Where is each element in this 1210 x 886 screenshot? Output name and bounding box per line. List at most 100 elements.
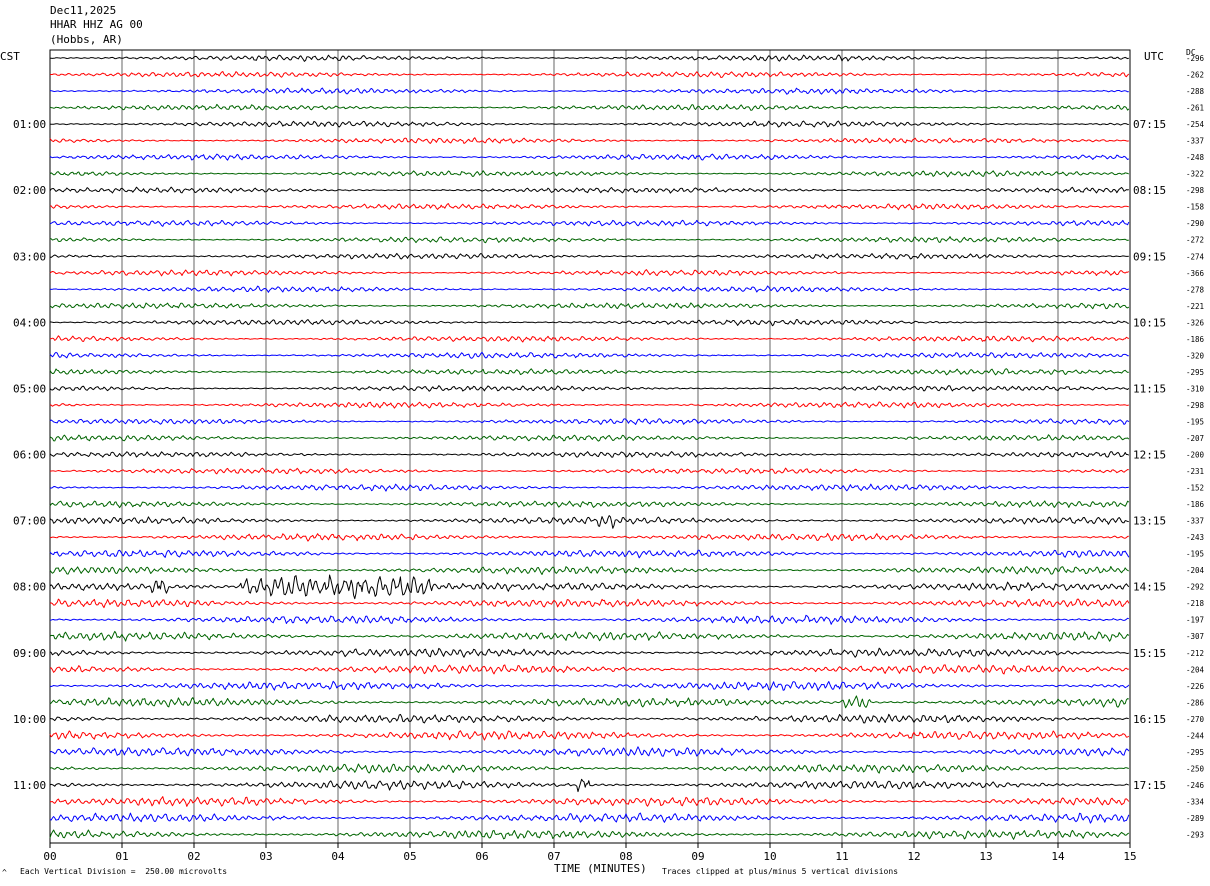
- x-tick-label: 14: [1051, 850, 1065, 863]
- dc-offset-label: -248: [1186, 153, 1205, 162]
- dc-offset-label: -298: [1186, 186, 1205, 195]
- x-tick-label: 02: [187, 850, 200, 863]
- x-tick-label: 05: [403, 850, 416, 863]
- seismic-trace: [49, 269, 1130, 277]
- seismic-trace: [49, 219, 1130, 227]
- seismic-trace: [49, 335, 1130, 343]
- utc-hour-label: 07:15: [1133, 118, 1166, 131]
- x-tick-label: 13: [979, 850, 992, 863]
- seismic-trace: [49, 71, 1130, 78]
- cst-hour-label: 05:00: [13, 382, 46, 395]
- seismic-trace: [49, 812, 1130, 824]
- seismic-trace: [49, 351, 1129, 359]
- dc-offset-label: -204: [1186, 665, 1205, 674]
- dc-offset-label: -366: [1186, 269, 1205, 278]
- dc-offset-label: -270: [1186, 715, 1205, 724]
- chart-location: (Hobbs, AR): [50, 33, 123, 46]
- dc-offset-label: -218: [1186, 599, 1205, 608]
- seismic-trace: [49, 170, 1129, 178]
- chart-date: Dec11,2025: [50, 4, 117, 17]
- dc-offset-label: -204: [1186, 566, 1205, 575]
- seismic-trace: [49, 680, 1130, 691]
- seismic-trace: [49, 778, 1129, 793]
- dc-offset-label: -246: [1186, 781, 1205, 790]
- utc-hour-label: 15:15: [1133, 647, 1166, 660]
- dc-offset-label: -231: [1186, 467, 1204, 476]
- dc-offset-label: -334: [1186, 797, 1205, 806]
- dc-offset-label: -243: [1186, 533, 1204, 542]
- seismic-trace: [49, 54, 1129, 62]
- cst-hour-label: 06:00: [13, 449, 46, 462]
- dc-offset-label: -197: [1186, 616, 1204, 625]
- seismic-trace: [49, 829, 1130, 840]
- seismic-trace: [49, 252, 1129, 260]
- seismic-trace: [49, 385, 1130, 392]
- x-tick-label: 10: [763, 850, 776, 863]
- seismic-trace: [49, 120, 1129, 128]
- seismic-trace: [49, 664, 1129, 675]
- dc-column-label: DC: [1186, 48, 1196, 57]
- dc-offset-label: -152: [1186, 484, 1204, 493]
- seismic-trace: [49, 401, 1129, 409]
- seismic-trace: [49, 434, 1130, 442]
- dc-offset-label: -212: [1186, 649, 1204, 658]
- dc-offset-label: -186: [1186, 500, 1205, 509]
- x-axis-title: TIME (MINUTES): [554, 862, 647, 875]
- right-timezone-label: UTC: [1144, 50, 1164, 63]
- x-tick-label: 04: [331, 850, 345, 863]
- left-timezone-label: CST: [0, 50, 20, 63]
- dc-offset-label: -307: [1186, 632, 1204, 641]
- dc-offset-label: -310: [1186, 384, 1205, 393]
- x-tick-label: 06: [475, 850, 488, 863]
- seismic-trace: [49, 746, 1130, 757]
- dc-offset-label: -292: [1186, 583, 1204, 592]
- dc-offset-label: -293: [1186, 830, 1204, 839]
- seismic-trace: [49, 796, 1130, 807]
- dc-offset-label: -274: [1186, 252, 1205, 261]
- seismic-trace: [49, 713, 1129, 724]
- dc-offset-label: -278: [1186, 285, 1205, 294]
- seismic-trace: [49, 614, 1129, 625]
- dc-offset-label: -221: [1186, 302, 1204, 311]
- dc-offset-label: -262: [1186, 71, 1204, 80]
- seismic-trace: [49, 418, 1130, 426]
- utc-hour-label: 16:15: [1133, 713, 1166, 726]
- cst-hour-label: 01:00: [13, 118, 46, 131]
- dc-offset-label: -158: [1186, 203, 1205, 212]
- cst-hour-label: 11:00: [13, 779, 46, 792]
- dc-offset-label: -272: [1186, 236, 1204, 245]
- seismic-trace: [49, 574, 1130, 600]
- dc-offset-label: -296: [1186, 54, 1205, 63]
- plot-frame: [49, 49, 1131, 844]
- seismic-trace: [49, 763, 1129, 774]
- seismic-trace: [49, 319, 1129, 327]
- dc-offset-label: -337: [1186, 137, 1204, 146]
- dc-offset-label: -226: [1186, 682, 1205, 691]
- label-group: 00 01 02 03 04 05 06 07 08 09 10 11 12 13 14 15 -296 -262…: [13, 54, 1205, 863]
- x-tick-label: 07: [547, 850, 560, 863]
- seismic-trace: [49, 730, 1130, 741]
- dc-offset-label: -207: [1186, 434, 1204, 443]
- dc-offset-label: -295: [1186, 748, 1204, 757]
- x-tick-label: 12: [907, 850, 920, 863]
- cst-hour-label: 10:00: [13, 713, 46, 726]
- seismic-trace: [49, 203, 1129, 211]
- seismic-trace: [49, 467, 1129, 475]
- utc-hour-label: 12:15: [1133, 449, 1166, 462]
- utc-hour-label: 11:15: [1133, 382, 1166, 395]
- dc-offset-label: -286: [1186, 698, 1205, 707]
- dc-offset-label: -195: [1186, 550, 1204, 559]
- dc-offset-label: -200: [1186, 451, 1205, 460]
- cst-hour-label: 02:00: [13, 184, 46, 197]
- scale-note: Each Vertical Division = 250.00 microvol…: [20, 867, 228, 876]
- x-tick-label: 01: [115, 850, 128, 863]
- x-tick-label: 15: [1123, 850, 1136, 863]
- dc-offset-label: -290: [1186, 219, 1205, 228]
- dc-offset-label: -322: [1186, 170, 1204, 179]
- dc-offset-label: -186: [1186, 335, 1205, 344]
- clip-note: Traces clipped at plus/minus 5 vertical …: [662, 867, 899, 876]
- seismic-trace: [49, 533, 1129, 542]
- cst-hour-label: 09:00: [13, 647, 46, 660]
- seismic-trace: [49, 103, 1130, 111]
